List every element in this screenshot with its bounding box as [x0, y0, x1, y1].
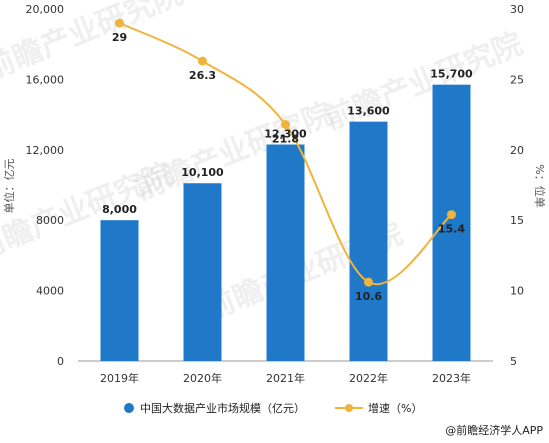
- growth-point: [281, 119, 290, 129]
- legend-bar-label: 中国大数据产业市场规模（亿元）: [140, 401, 305, 415]
- legend: 中国大数据产业市场规模（亿元） 增速（%）: [124, 401, 422, 415]
- y2-tick-label: 30: [510, 3, 524, 16]
- bar-value-label: 13,600: [347, 105, 390, 118]
- x-tick-label: 2021年: [266, 371, 305, 385]
- growth-value-label: 29: [112, 31, 127, 44]
- y2-tick-label: 10: [510, 285, 524, 298]
- x-tick-label: 2023年: [432, 371, 471, 385]
- bar: [183, 183, 222, 361]
- bar: [432, 84, 471, 362]
- legend-line-marker: [345, 404, 353, 412]
- bar-value-label: 10,100: [181, 166, 224, 179]
- growth-value-label: 21.8: [272, 132, 299, 145]
- watermark-text: 前瞻产业研究院: [0, 156, 178, 267]
- bar-value-label: 8,000: [102, 203, 137, 216]
- y2-tick-label: 5: [510, 355, 517, 368]
- legend-bar-swatch: [124, 403, 134, 413]
- y2-tick-label: 20: [510, 144, 524, 157]
- axes: 0 4000 8000 12,000 16,000 20,000 5 10 15 20 25 30 20…: [26, 3, 525, 385]
- y2-axis-label: %：位单: [533, 164, 547, 207]
- x-tick-label: 2020年: [183, 371, 222, 385]
- y-axis-label: 单位：亿元: [2, 159, 16, 214]
- y-tick-label: 8000: [36, 214, 64, 227]
- bar: [266, 144, 305, 361]
- y-tick-label: 0: [57, 355, 64, 368]
- bar-value-label: 15,700: [430, 68, 473, 81]
- source-credit: @前瞻经济学人APP: [445, 423, 543, 437]
- data-labels: 8,000 10,100 12,300 13,600 15,700 29 26.3 21.8 1…: [102, 31, 473, 303]
- y-tick-label: 20,000: [26, 3, 65, 16]
- watermark-text: 前瞻产业研究院: [320, 26, 528, 137]
- growth-point: [198, 56, 207, 66]
- growth-value-label: 10.6: [355, 290, 382, 303]
- growth-point: [364, 277, 373, 287]
- legend-line-label: 增速（%）: [368, 401, 422, 415]
- x-tick-label: 2022年: [349, 371, 388, 385]
- growth-value-label: 26.3: [189, 69, 216, 82]
- growth-point: [447, 210, 456, 220]
- y-tick-label: 4000: [36, 285, 64, 298]
- bar-value-label: 12,300: [264, 128, 307, 141]
- growth-point: [115, 18, 124, 28]
- growth-value-label: 15.4: [438, 223, 465, 236]
- bar: [100, 220, 139, 361]
- bar: [349, 121, 388, 361]
- x-tick-label: 2019年: [100, 371, 139, 385]
- y2-tick-label: 25: [510, 73, 524, 86]
- growth-line-path: [119, 22, 453, 286]
- growth-line: [115, 18, 456, 287]
- y-tick-label: 12,000: [26, 144, 65, 157]
- bars: [100, 84, 471, 362]
- y-tick-label: 16,000: [26, 73, 65, 86]
- y2-tick-label: 15: [510, 214, 524, 227]
